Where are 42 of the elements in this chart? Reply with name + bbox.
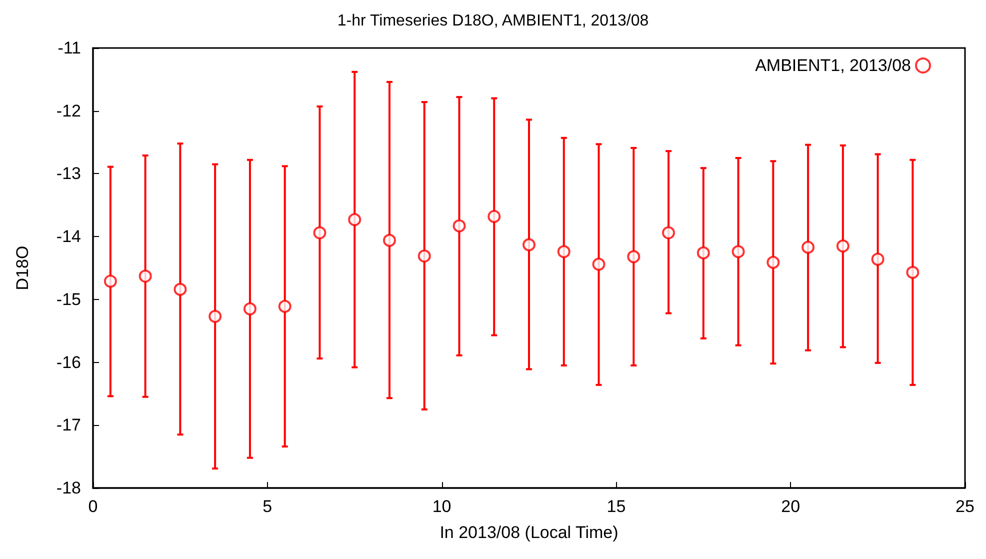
point xyxy=(592,258,606,271)
y-tick-label: -18 xyxy=(56,478,81,498)
point xyxy=(452,219,466,232)
point xyxy=(313,226,326,240)
point xyxy=(696,246,710,260)
y-axis-title: D18O xyxy=(13,246,32,290)
y-tick-label: -12 xyxy=(56,101,81,120)
point xyxy=(836,240,850,252)
point xyxy=(104,274,117,288)
point xyxy=(348,213,362,226)
point xyxy=(208,310,222,323)
point xyxy=(522,238,536,252)
point xyxy=(382,234,396,247)
point xyxy=(871,252,884,266)
x-tick-label: 10 xyxy=(432,497,452,516)
chart-title: 1-hr Timeseries D18O, AMBIENT1, 2013/08 xyxy=(337,12,649,30)
y-tick-label: -17 xyxy=(56,416,81,435)
point xyxy=(243,302,256,316)
point xyxy=(766,256,780,269)
point xyxy=(138,270,152,283)
point xyxy=(662,226,676,240)
x-tick-label: 20 xyxy=(781,497,800,516)
y-tick-label: -14 xyxy=(56,227,81,246)
x-tick-label: 25 xyxy=(956,497,974,516)
point xyxy=(732,245,745,258)
point xyxy=(278,300,292,313)
point xyxy=(418,250,431,263)
x-tick-label: 15 xyxy=(606,497,626,516)
y-tick-label: -13 xyxy=(56,164,81,184)
point xyxy=(488,210,501,223)
legend-label: AMBIENT1, 2013/08 xyxy=(755,56,911,75)
y-tick-label: -15 xyxy=(56,290,81,309)
point xyxy=(627,250,640,264)
point xyxy=(557,245,570,258)
point xyxy=(802,240,815,254)
x-tick-label: 0 xyxy=(88,497,98,516)
point xyxy=(906,266,920,279)
point xyxy=(174,282,187,296)
y-tick-label: -11 xyxy=(58,38,81,58)
x-axis-title: In 2013/08 (Local Time) xyxy=(440,523,618,542)
y-tick-label: -16 xyxy=(56,352,81,372)
x-tick-label: 5 xyxy=(262,497,272,516)
